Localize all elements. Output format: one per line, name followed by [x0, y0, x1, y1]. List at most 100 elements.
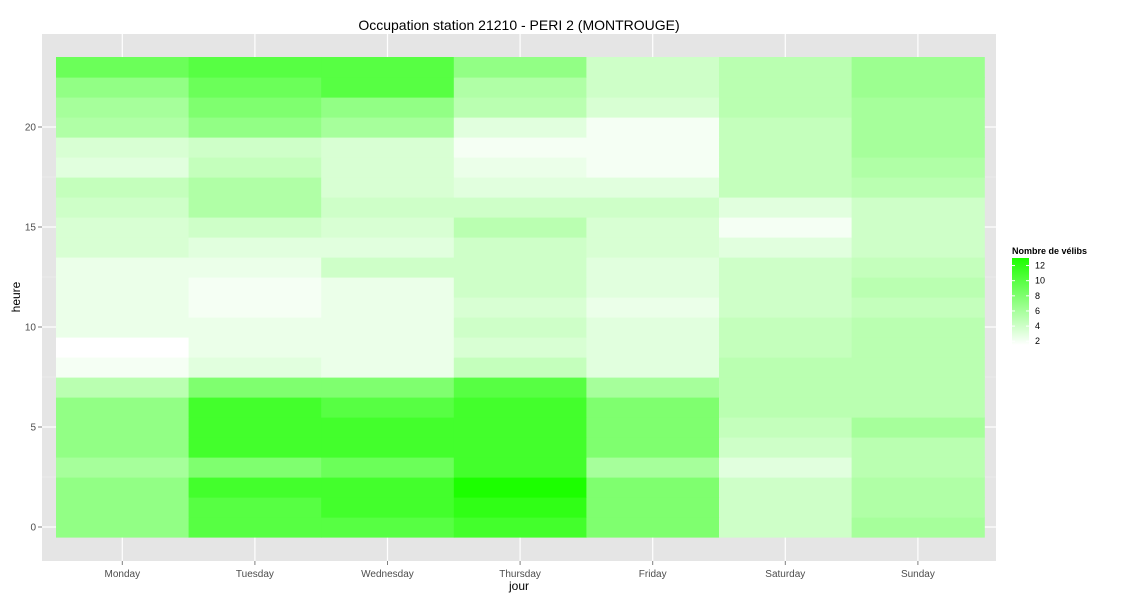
- heatmap-cell: [321, 377, 455, 398]
- heatmap-cell: [56, 177, 190, 198]
- heatmap-cell: [188, 217, 322, 238]
- heatmap-cell: [851, 317, 985, 338]
- heatmap-cell: [453, 517, 587, 538]
- x-tick-label: Thursday: [499, 569, 541, 580]
- heatmap-cell: [719, 497, 853, 518]
- heatmap-cell: [851, 297, 985, 318]
- legend-tick-label: 2: [1035, 336, 1040, 346]
- heatmap-cell: [719, 317, 853, 338]
- y-tick-label: 10: [25, 323, 37, 334]
- heatmap-cell: [321, 317, 455, 338]
- heatmap-cell: [188, 357, 322, 378]
- heatmap-cell: [453, 317, 587, 338]
- heatmap-cell: [453, 397, 587, 418]
- heatmap-cell: [719, 257, 853, 278]
- heatmap-cell: [56, 337, 190, 358]
- heatmap-cell: [56, 477, 190, 498]
- heatmap-cell: [321, 437, 455, 458]
- heatmap-cell: [719, 217, 853, 238]
- heatmap-cell: [453, 57, 587, 78]
- x-tick-label: Wednesday: [361, 569, 414, 580]
- legend-tick-label: 10: [1035, 276, 1045, 286]
- heatmap-cell: [586, 437, 720, 458]
- heatmap-cell: [851, 177, 985, 198]
- heatmap-cell: [321, 257, 455, 278]
- heatmap-cell: [586, 297, 720, 318]
- heatmap-cell: [321, 137, 455, 158]
- heatmap-cell: [188, 297, 322, 318]
- x-tick-label: Tuesday: [236, 569, 274, 580]
- heatmap-cell: [719, 137, 853, 158]
- heatmap-cell: [321, 77, 455, 98]
- heatmap-cell: [56, 117, 190, 138]
- heatmap-cell: [56, 157, 190, 178]
- heatmap-cell: [586, 417, 720, 438]
- heatmap-cell: [851, 377, 985, 398]
- legend-color-bar: [1012, 258, 1029, 345]
- heatmap-cell: [321, 177, 455, 198]
- heatmap-cell: [851, 57, 985, 78]
- heatmap-cell: [188, 117, 322, 138]
- heatmap-cell: [586, 317, 720, 338]
- x-tick-label: Friday: [639, 569, 667, 580]
- heatmap-cell: [851, 157, 985, 178]
- heatmap-cell: [188, 197, 322, 218]
- heatmap-cell: [851, 517, 985, 538]
- heatmap-cell: [586, 517, 720, 538]
- heatmap-cell: [321, 497, 455, 518]
- heatmap-cell: [56, 217, 190, 238]
- heatmap-cell: [321, 357, 455, 378]
- heatmap-cell: [56, 257, 190, 278]
- x-axis-title: jour: [508, 579, 529, 593]
- heatmap-cell: [586, 137, 720, 158]
- heatmap-cell: [719, 337, 853, 358]
- heatmap-cell: [851, 277, 985, 298]
- heatmap-cell: [586, 77, 720, 98]
- heatmap-cell: [321, 117, 455, 138]
- heatmap-cell: [56, 437, 190, 458]
- heatmap-cell: [453, 417, 587, 438]
- heatmap-cell: [188, 477, 322, 498]
- heatmap-cell: [453, 457, 587, 478]
- heatmap-cell: [453, 357, 587, 378]
- heatmap-cell: [56, 497, 190, 518]
- heatmap-cell: [851, 257, 985, 278]
- heatmap-cell: [851, 417, 985, 438]
- heatmap-cell: [321, 397, 455, 418]
- heatmap-cell: [453, 257, 587, 278]
- heatmap-cell: [321, 417, 455, 438]
- heatmap-cell: [188, 517, 322, 538]
- heatmap-cell: [188, 237, 322, 258]
- heatmap-cell: [719, 197, 853, 218]
- heatmap-cell: [56, 377, 190, 398]
- heatmap-cell: [851, 397, 985, 418]
- chart-title: Occupation station 21210 - PERI 2 (MONTR…: [358, 17, 679, 33]
- heatmap-cell: [188, 137, 322, 158]
- heatmap-cell: [719, 97, 853, 118]
- heatmap-cell: [586, 157, 720, 178]
- heatmap-cell: [453, 157, 587, 178]
- heatmap-cell: [56, 517, 190, 538]
- heatmap-cell: [56, 97, 190, 118]
- heatmap-cell: [586, 337, 720, 358]
- heatmap-cell: [453, 377, 587, 398]
- heatmap-cell: [56, 297, 190, 318]
- heatmap-cell: [453, 337, 587, 358]
- heatmap-cell: [188, 377, 322, 398]
- heatmap-cell: [321, 277, 455, 298]
- heatmap-cell: [188, 77, 322, 98]
- heatmap-cell: [719, 117, 853, 138]
- heatmap-cell: [586, 457, 720, 478]
- heatmap-cell: [851, 197, 985, 218]
- heatmap-cell: [56, 417, 190, 438]
- heatmap-cell: [851, 457, 985, 478]
- y-axis-title: heure: [9, 281, 23, 312]
- heatmap-cell: [586, 57, 720, 78]
- heatmap-cell: [586, 477, 720, 498]
- heatmap-cell: [56, 137, 190, 158]
- heatmap-cell: [851, 77, 985, 98]
- legend-tick-label: 12: [1035, 261, 1045, 271]
- heatmap-cell: [719, 517, 853, 538]
- heatmap-cell: [719, 477, 853, 498]
- legend-tick-label: 6: [1035, 306, 1040, 316]
